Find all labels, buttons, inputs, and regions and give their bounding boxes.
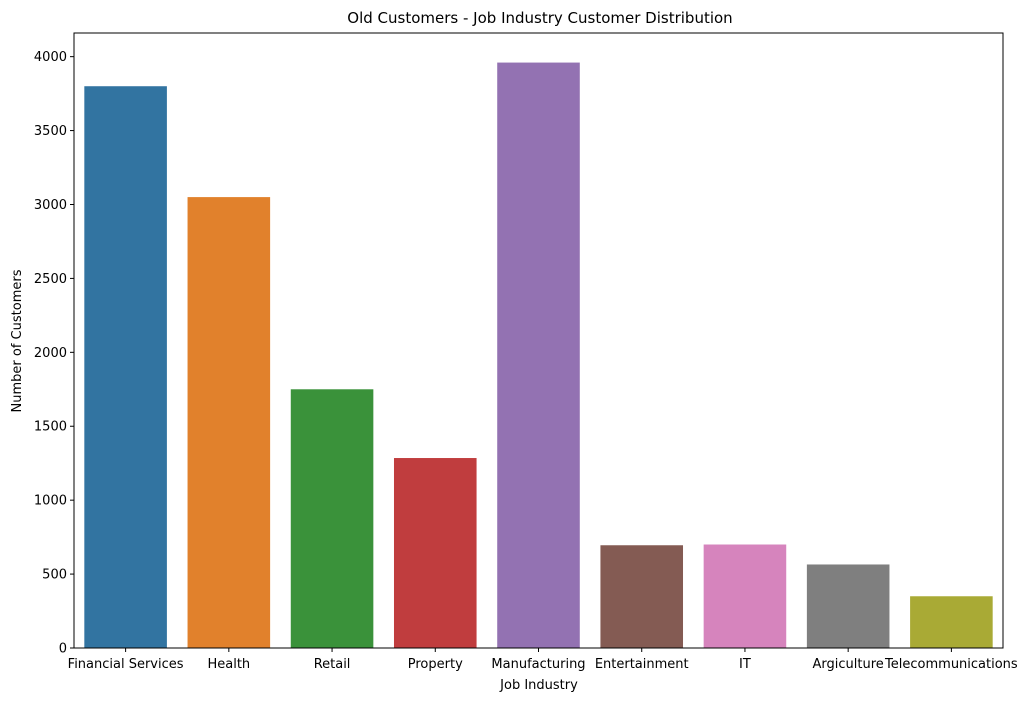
x-tick-label: Property — [408, 657, 463, 672]
bar-it — [703, 544, 787, 648]
x-axis-label: Job Industry — [499, 678, 578, 693]
bar-argiculture — [806, 564, 890, 648]
y-tick-label: 3000 — [34, 198, 67, 213]
x-tick-label: IT — [739, 657, 751, 672]
bar-telecommunications — [910, 596, 993, 648]
bar-financial-services — [84, 86, 167, 649]
x-tick-label: Health — [207, 657, 250, 672]
bar-retail — [290, 389, 374, 648]
y-tick-label: 1000 — [34, 494, 67, 509]
x-tick-label: Manufacturing — [491, 657, 585, 672]
y-tick-label: 500 — [42, 568, 67, 583]
y-axis: 0 500 1000 1500 2000 2500 3000 3500 4000 — [34, 50, 74, 657]
bar-property — [393, 458, 477, 648]
plot-frame — [73, 32, 1004, 649]
bar-health — [187, 197, 271, 648]
y-tick-label: 2500 — [34, 272, 67, 287]
y-axis-label: Number of Customers — [10, 269, 25, 412]
bar-entertainment — [600, 545, 684, 648]
x-tick-label: Entertainment — [595, 657, 689, 672]
chart-title: Old Customers - Job Industry Customer Di… — [347, 9, 732, 27]
y-tick-label: 4000 — [34, 50, 67, 65]
y-tick-label: 0 — [59, 642, 67, 657]
x-tick-label: Financial Services — [68, 657, 184, 672]
bars-group — [84, 62, 993, 649]
x-tick-label: Telecommunications — [884, 657, 1018, 672]
x-tick-label: Retail — [314, 657, 351, 672]
y-tick-label: 1500 — [34, 420, 67, 435]
y-tick-label: 2000 — [34, 346, 67, 361]
bar-manufacturing — [497, 62, 580, 648]
y-tick-label: 3500 — [34, 124, 67, 139]
x-axis: Financial Services Health Retail Property Ma… — [68, 648, 1018, 672]
x-tick-label: Argiculture — [813, 657, 884, 672]
